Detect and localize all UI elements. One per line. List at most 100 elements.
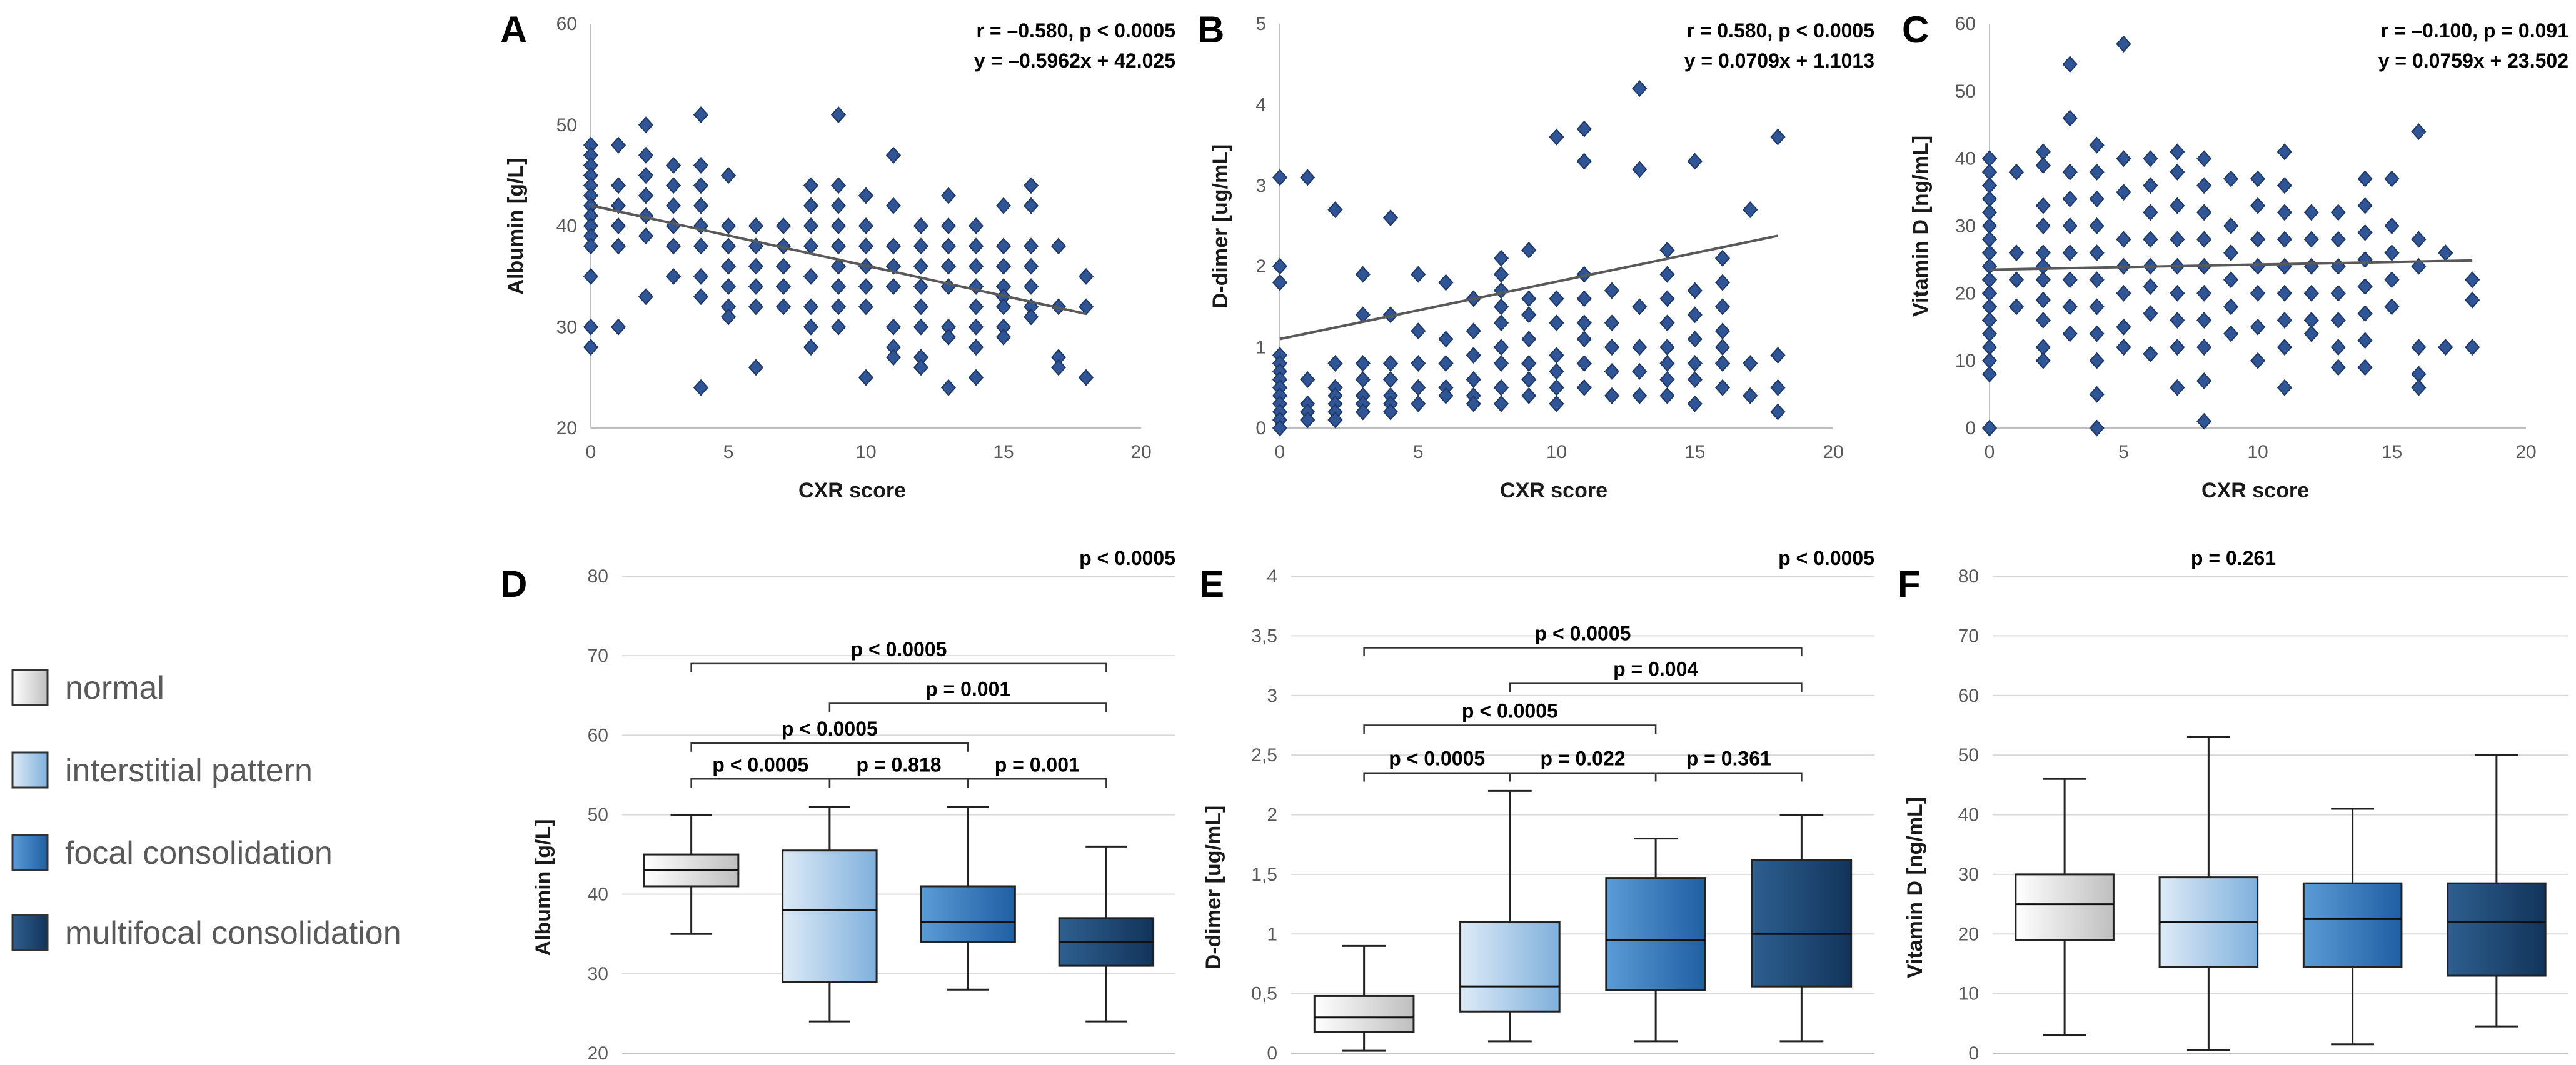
data-point-c <box>2170 379 2185 396</box>
data-point-b <box>1327 411 1343 429</box>
data-point-a <box>583 318 599 336</box>
data-point-c <box>2303 204 2319 221</box>
data-point-a <box>803 197 819 214</box>
data-point-a <box>968 218 984 234</box>
data-point-a <box>638 187 654 204</box>
data-point-c <box>2170 312 2185 329</box>
data-point-c <box>2250 352 2266 369</box>
data-point-a <box>995 258 1012 275</box>
data-point-c <box>2465 291 2480 309</box>
data-point-c <box>1981 366 1998 383</box>
data-point-b <box>1687 395 1703 412</box>
data-point-c <box>2277 312 2293 329</box>
data-point-c <box>2089 218 2105 234</box>
x-tick-label-c: 15 <box>2382 442 2402 462</box>
data-point-a <box>720 278 737 296</box>
data-point-c <box>2008 271 2025 289</box>
data-point-c <box>2116 150 2131 168</box>
legend-label-focal: focal consolidation <box>65 835 333 871</box>
data-point-c <box>2303 284 2319 302</box>
data-point-a <box>803 177 819 194</box>
data-point-c <box>2062 244 2078 262</box>
data-point-b <box>1300 169 1316 186</box>
data-point-a <box>693 156 709 174</box>
panel-label-d: D <box>500 563 527 605</box>
plot-area-f: 0 10 20 30 40 50 60 70 80 <box>1958 566 2568 1064</box>
y-tick-label-d: 80 <box>588 566 608 587</box>
data-point-b <box>1576 331 1592 348</box>
data-point-b <box>1576 379 1592 396</box>
data-point-a <box>858 238 874 255</box>
data-point-c <box>2116 284 2131 302</box>
data-point-a <box>693 268 709 285</box>
data-point-c <box>2196 150 2212 168</box>
trend-line-a <box>590 204 1087 316</box>
y-tick-label-d: 20 <box>588 1043 608 1064</box>
data-point-c <box>2411 231 2427 248</box>
data-point-c <box>2223 271 2239 289</box>
data-point-a <box>803 218 819 234</box>
data-point-c <box>2089 419 2105 437</box>
legend-label-normal: normal <box>65 670 164 706</box>
stat-correlation-c: r = –0.100, p = 0.091 <box>2380 19 2568 42</box>
data-point-c <box>2277 339 2293 356</box>
data-point-a <box>583 339 599 356</box>
data-point-c <box>2035 197 2051 214</box>
data-point-b <box>1272 274 1288 291</box>
stat-regression-a: y = –0.5962x + 42.025 <box>974 49 1175 72</box>
data-point-c <box>2330 312 2346 329</box>
y-tick-label-e: 2 <box>1267 805 1277 826</box>
data-point-a <box>583 268 599 285</box>
data-point-c <box>2384 218 2400 234</box>
x-tick-label-a: 0 <box>586 442 596 462</box>
data-point-a <box>720 167 737 184</box>
data-point-b <box>1355 355 1371 372</box>
data-point-a <box>720 258 737 275</box>
comparison-label-e: p < 0.0005 <box>1389 748 1485 770</box>
data-point-b <box>1438 331 1454 348</box>
y-tick-label-f: 60 <box>1958 686 1979 706</box>
data-point-a <box>665 218 682 234</box>
data-point-a <box>1023 238 1039 255</box>
data-point-c <box>2438 244 2453 262</box>
data-point-c <box>2196 412 2212 430</box>
data-point-a <box>693 238 709 255</box>
data-point-a <box>1023 278 1039 296</box>
data-point-a <box>638 228 654 245</box>
data-point-a <box>968 369 984 386</box>
data-point-a <box>995 197 1012 214</box>
data-point-a <box>775 218 792 234</box>
data-point-b <box>1521 355 1537 372</box>
legend-swatch-normal <box>11 669 49 706</box>
data-point-c <box>2089 163 2105 181</box>
y-tick-label-f: 0 <box>1968 1043 1979 1064</box>
box-e <box>1751 859 1853 988</box>
data-point-c <box>2330 204 2346 221</box>
data-point-c <box>2465 339 2480 356</box>
x-axis-title-a: CXR score <box>798 479 906 502</box>
data-point-a <box>913 238 929 255</box>
y-tick-label-f: 50 <box>1958 745 1979 766</box>
comparison-bracket-d <box>967 778 1107 788</box>
data-point-a <box>968 318 984 336</box>
plot-area-a: 20 30 40 50 60 0 5 10 15 20 <box>556 14 1152 462</box>
data-point-a <box>720 308 737 326</box>
data-point-b <box>1632 339 1648 356</box>
y-tick-label-d: 30 <box>588 964 608 984</box>
data-point-b <box>1604 314 1620 332</box>
data-point-b <box>1355 266 1371 283</box>
data-point-a <box>940 328 957 346</box>
y-tick-label-c: 20 <box>1955 283 1976 304</box>
data-point-a <box>748 359 764 376</box>
data-point-c <box>2277 204 2293 221</box>
data-point-c <box>2223 298 2239 316</box>
comparison-bracket-e <box>1654 772 1803 782</box>
data-point-a <box>830 177 847 194</box>
data-point-b <box>1549 314 1564 332</box>
data-point-b <box>1493 395 1509 412</box>
data-point-a <box>830 238 847 255</box>
panel-b: B r = 0.580, p < 0.0005 y = 0.0709x + 1.… <box>1197 9 1874 502</box>
data-point-b <box>1659 339 1675 356</box>
data-point-c <box>2170 284 2185 302</box>
data-point-b <box>1687 306 1703 324</box>
